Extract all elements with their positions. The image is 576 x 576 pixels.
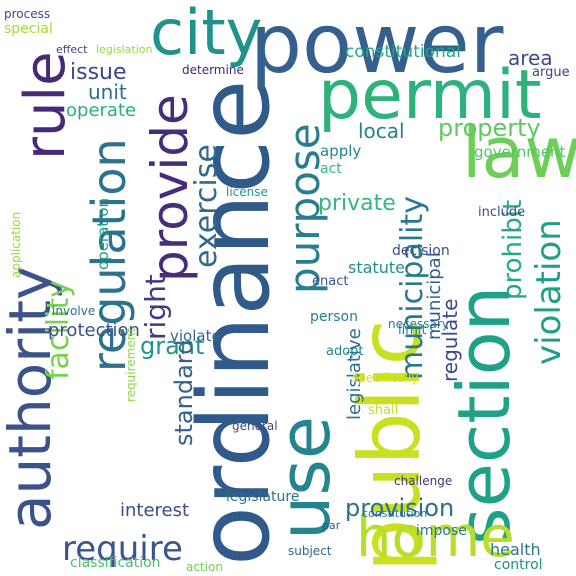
word-adopt: adopt xyxy=(326,344,364,359)
word-home: home xyxy=(356,505,515,570)
word-property: property xyxy=(438,114,541,142)
word-exercise: exercise xyxy=(189,144,224,268)
word-issue: issue xyxy=(70,60,127,85)
word-include: include xyxy=(478,205,526,220)
word-determine: determine xyxy=(182,63,244,77)
word-process: process xyxy=(4,7,51,21)
word-limit: limit xyxy=(398,323,427,338)
word-operation: operation xyxy=(94,197,112,270)
word-standard: standard xyxy=(170,339,198,446)
word-law: law xyxy=(462,112,576,194)
word-decision: decision xyxy=(392,243,450,259)
word-par: par xyxy=(322,519,341,532)
word-require: require xyxy=(62,529,183,569)
word-legislation: legislation xyxy=(96,43,153,56)
word-act: act xyxy=(320,161,342,177)
word-violate: violate xyxy=(170,327,221,345)
word-protection: protection xyxy=(48,320,140,341)
word-area: area xyxy=(508,46,553,70)
word-special: special xyxy=(4,21,53,37)
word-local: local xyxy=(358,119,405,143)
word-legislature: legislature xyxy=(226,489,300,505)
word-unit: unit xyxy=(88,80,127,104)
word-effect: effect xyxy=(56,43,88,56)
word-action: action xyxy=(186,560,223,574)
word-challenge: challenge xyxy=(394,474,453,488)
word-statute: statute xyxy=(348,258,405,277)
word-health: health xyxy=(490,540,541,559)
word-power: power xyxy=(250,0,504,92)
word-constitutional: constitutional xyxy=(345,42,461,62)
word-permit: permit xyxy=(318,56,542,135)
word-interest: interest xyxy=(120,500,190,521)
word-provide: provide xyxy=(141,94,199,282)
word-right: right xyxy=(139,274,172,340)
word-private: private xyxy=(318,191,396,216)
word-enact: enact xyxy=(312,274,349,289)
word-shall: shall xyxy=(368,403,399,418)
word-argue: argue xyxy=(532,65,570,80)
word-general: general xyxy=(232,419,278,433)
word-classification: classification xyxy=(70,555,161,571)
word-involve: involve xyxy=(52,304,96,318)
word-necessary: necessary xyxy=(388,317,449,331)
word-subject: subject xyxy=(288,544,332,558)
word-requirement: requirement xyxy=(124,327,138,402)
word-control: control xyxy=(494,557,543,573)
word-government: government xyxy=(474,143,566,161)
word-application: application xyxy=(9,211,23,278)
word-license: license xyxy=(226,185,268,199)
word-operate: operate xyxy=(66,100,137,121)
word-impose: impose xyxy=(416,523,467,539)
word-constitution: constitution xyxy=(362,507,428,520)
word-apply: apply xyxy=(320,142,362,160)
word-city: city xyxy=(150,0,263,69)
word-violation: violation xyxy=(529,219,569,365)
word-grant: grant xyxy=(140,332,205,360)
word-provision: provision xyxy=(345,494,455,522)
word-specifically: specifically xyxy=(352,371,419,385)
word-person: person xyxy=(310,309,358,325)
